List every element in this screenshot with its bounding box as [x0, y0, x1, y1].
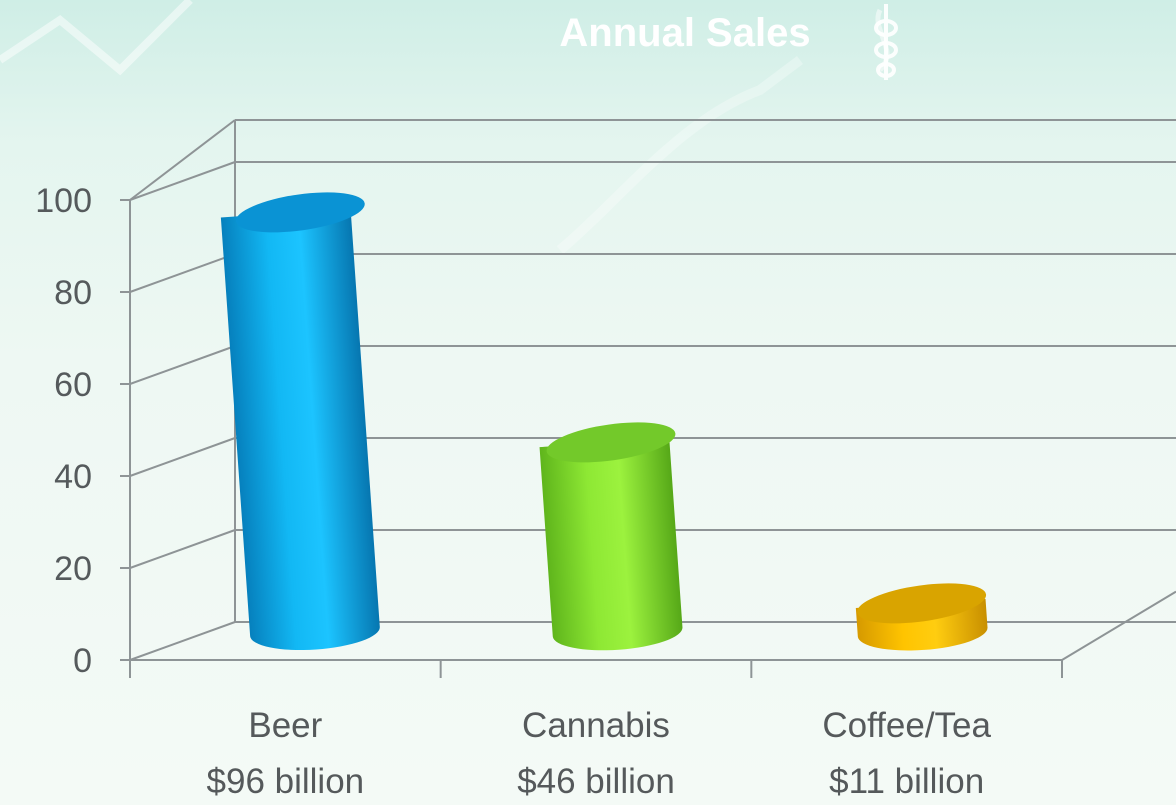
gridlines — [129, 119, 1176, 661]
x-tick-sublabel: $96 billion — [207, 762, 365, 801]
gridline-depth — [129, 621, 236, 661]
gridline-depth — [129, 437, 236, 477]
bars — [220, 192, 988, 651]
bar-top — [235, 192, 365, 233]
floor-edge — [1061, 590, 1176, 661]
y-tick-label: 60 — [54, 366, 92, 404]
gridline-depth — [129, 345, 236, 385]
y-tick-label: 40 — [54, 458, 92, 496]
gridline-depth — [129, 253, 236, 293]
x-tick-sublabel: $46 billion — [517, 762, 675, 801]
gridline-depth — [129, 161, 236, 201]
y-tick-label: 20 — [54, 550, 92, 588]
bar-beer — [220, 192, 380, 651]
caduceus-icon — [874, 4, 898, 80]
bar-top — [546, 422, 676, 463]
category-labels: Beer $96 billion Cannabis $46 billion Coffee… — [207, 706, 992, 801]
bar-cannabis — [539, 422, 683, 651]
bar-top — [857, 583, 987, 624]
gridline-depth — [129, 119, 236, 201]
x-axis — [129, 590, 1176, 678]
x-tick-label: Coffee/Tea — [822, 706, 991, 745]
x-tick-label: Cannabis — [522, 706, 670, 745]
y-axis: 0 20 40 60 80 100 — [35, 182, 131, 680]
chart-title: Annual Sales — [559, 11, 810, 55]
bar-coffee-tea — [855, 583, 988, 651]
x-tick-label: Beer — [248, 706, 322, 745]
plot-area: 0 20 40 60 80 100 Beer $96 billion Cannabis $46 … — [35, 119, 1176, 801]
y-tick-label: 0 — [73, 642, 92, 680]
y-tick-label: 100 — [35, 182, 92, 220]
x-tick-sublabel: $11 billion — [829, 762, 984, 801]
y-tick-label: 80 — [54, 274, 92, 312]
gridline-depth — [129, 529, 236, 569]
